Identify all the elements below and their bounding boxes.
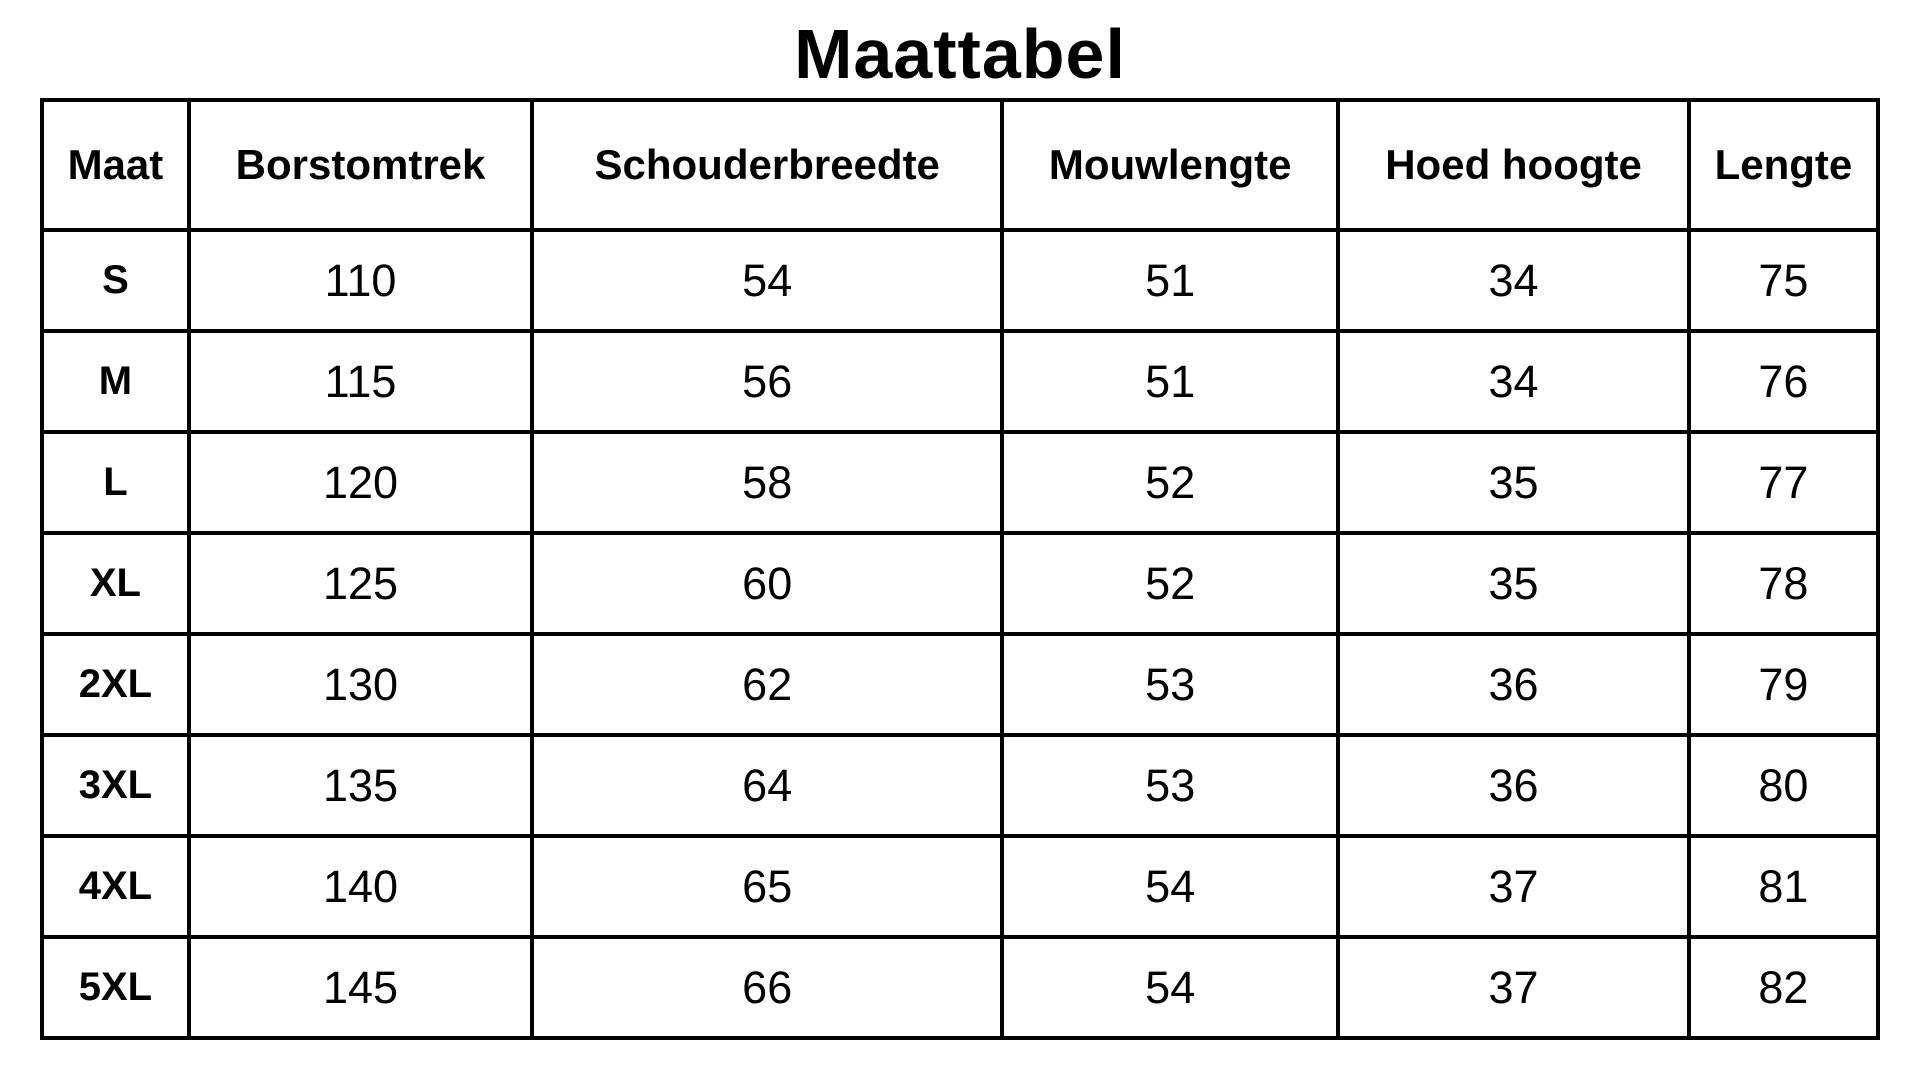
measurement-cell: 75 (1686, 228, 1881, 333)
size-label: 4XL (40, 834, 191, 939)
measurement-cell: 65 (530, 834, 1005, 939)
measurement-cell: 34 (1336, 329, 1691, 434)
column-header-schouderbreedte: Schouderbreedte (530, 98, 1005, 232)
size-table: Maat Borstomtrek Schouderbreedte Mouwlengte… (40, 98, 1881, 1040)
table-row-2xl: 2XL 130 62 53 36 79 (40, 632, 1881, 737)
table-row-3xl: 3XL 135 64 53 36 80 (40, 733, 1881, 838)
measurement-cell: 56 (530, 329, 1005, 434)
size-label: M (40, 329, 191, 434)
column-header-hoed-hoogte: Hoed hoogte (1336, 98, 1691, 232)
measurement-cell: 135 (186, 733, 535, 838)
size-label: XL (40, 531, 191, 636)
measurement-cell: 125 (186, 531, 535, 636)
size-label: 3XL (40, 733, 191, 838)
measurement-cell: 37 (1336, 935, 1691, 1040)
table-body: S 110 54 51 34 75 M 115 56 51 34 76 L 120 58 52 35 77 XL 12… (40, 228, 1881, 1040)
table-row-l: L 120 58 52 35 77 (40, 430, 1881, 535)
column-header-mouwlengte: Mouwlengte (1000, 98, 1341, 232)
size-label: L (40, 430, 191, 535)
measurement-cell: 52 (1000, 531, 1341, 636)
size-label: 2XL (40, 632, 191, 737)
measurement-cell: 110 (186, 228, 535, 333)
measurement-cell: 36 (1336, 632, 1691, 737)
measurement-cell: 78 (1686, 531, 1881, 636)
measurement-cell: 58 (530, 430, 1005, 535)
measurement-cell: 77 (1686, 430, 1881, 535)
measurement-cell: 81 (1686, 834, 1881, 939)
table-row-m: M 115 56 51 34 76 (40, 329, 1881, 434)
measurement-cell: 145 (186, 935, 535, 1040)
measurement-cell: 115 (186, 329, 535, 434)
measurement-cell: 35 (1336, 430, 1691, 535)
measurement-cell: 76 (1686, 329, 1881, 434)
measurement-cell: 52 (1000, 430, 1341, 535)
measurement-cell: 53 (1000, 733, 1341, 838)
measurement-cell: 64 (530, 733, 1005, 838)
size-label: S (40, 228, 191, 333)
measurement-cell: 37 (1336, 834, 1691, 939)
table-row-xl: XL 125 60 52 35 78 (40, 531, 1881, 636)
measurement-cell: 54 (530, 228, 1005, 333)
measurement-cell: 66 (530, 935, 1005, 1040)
measurement-cell: 35 (1336, 531, 1691, 636)
table-row-s: S 110 54 51 34 75 (40, 228, 1881, 333)
measurement-cell: 54 (1000, 935, 1341, 1040)
measurement-cell: 51 (1000, 329, 1341, 434)
measurement-cell: 54 (1000, 834, 1341, 939)
column-header-borstomtrek: Borstomtrek (186, 98, 535, 232)
measurement-cell: 120 (186, 430, 535, 535)
measurement-cell: 79 (1686, 632, 1881, 737)
measurement-cell: 140 (186, 834, 535, 939)
table-row-5xl: 5XL 145 66 54 37 82 (40, 935, 1881, 1040)
measurement-cell: 51 (1000, 228, 1341, 333)
column-header-maat: Maat (40, 98, 191, 232)
measurement-cell: 62 (530, 632, 1005, 737)
table-header: Maat Borstomtrek Schouderbreedte Mouwlengte… (40, 98, 1881, 232)
measurement-cell: 82 (1686, 935, 1881, 1040)
measurement-cell: 36 (1336, 733, 1691, 838)
measurement-cell: 53 (1000, 632, 1341, 737)
measurement-cell: 80 (1686, 733, 1881, 838)
header-row: Maat Borstomtrek Schouderbreedte Mouwlengte… (40, 98, 1881, 232)
measurement-cell: 130 (186, 632, 535, 737)
size-label: 5XL (40, 935, 191, 1040)
measurement-cell: 60 (530, 531, 1005, 636)
column-header-lengte: Lengte (1686, 98, 1881, 232)
table-row-4xl: 4XL 140 65 54 37 81 (40, 834, 1881, 939)
page-title: Maattabel (794, 15, 1126, 93)
measurement-cell: 34 (1336, 228, 1691, 333)
